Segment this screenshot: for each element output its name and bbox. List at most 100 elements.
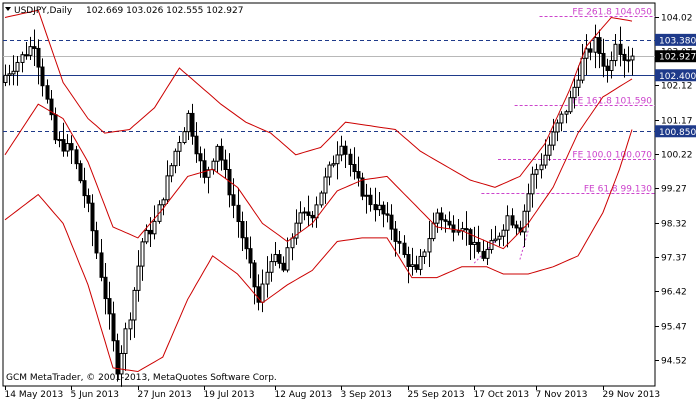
candle: [630, 47, 635, 76]
candle: [202, 148, 207, 184]
candle: [256, 274, 261, 311]
candle: [555, 119, 560, 142]
level-badge: [655, 69, 696, 82]
x-tick-label: 5 Jun 2013: [71, 390, 119, 400]
candle: [206, 166, 211, 194]
candle: [584, 34, 589, 76]
candle: [618, 26, 623, 67]
candle: [389, 204, 394, 241]
candle: [11, 55, 16, 86]
chart-header: USDJPY,Daily 102.669 103.026 102.555 102…: [5, 6, 243, 16]
candle: [61, 122, 66, 157]
candle: [57, 132, 62, 148]
candle: [418, 249, 423, 276]
candle: [568, 90, 573, 114]
candle: [285, 237, 290, 273]
candle: [173, 148, 178, 174]
candle: [464, 211, 469, 246]
y-tick-label: 94.52: [661, 357, 687, 367]
candle: [476, 225, 481, 254]
candle: [530, 166, 535, 208]
candle: [136, 250, 141, 302]
x-tick-label: 7 Nov 2013: [536, 390, 588, 400]
candle: [319, 190, 324, 208]
candle: [576, 65, 581, 97]
candle: [335, 141, 340, 180]
candle: [182, 127, 187, 145]
level-badge-text: 103.380: [659, 36, 696, 46]
candle: [406, 246, 411, 284]
candle: [327, 161, 332, 186]
candle: [86, 188, 91, 213]
candle: [65, 134, 70, 157]
candle: [526, 183, 531, 228]
candle: [140, 238, 145, 281]
candle: [564, 109, 569, 124]
candle: [161, 197, 166, 216]
candle: [410, 247, 415, 276]
candle: [32, 29, 37, 67]
candle: [194, 122, 199, 163]
candle: [152, 205, 157, 240]
candle: [82, 167, 87, 208]
candle: [294, 209, 299, 245]
header-triangle-icon: [5, 7, 11, 11]
candle: [78, 160, 83, 184]
candle: [489, 229, 494, 254]
candle: [15, 56, 20, 86]
candle: [572, 78, 577, 109]
x-tick-label: 25 Sep 2013: [408, 390, 465, 400]
candle: [397, 231, 402, 254]
candle: [310, 210, 315, 228]
candle: [20, 51, 25, 73]
candle: [94, 221, 99, 260]
y-tick-label: 97.37: [661, 254, 687, 264]
candle: [111, 301, 116, 352]
candle: [497, 232, 502, 247]
candle: [115, 333, 120, 382]
candle: [240, 211, 245, 251]
x-tick-label: 27 Jun 2013: [138, 390, 192, 400]
candle: [373, 187, 378, 222]
y-tick-label: 101.17: [661, 117, 693, 127]
candle: [343, 140, 348, 169]
candle: [368, 187, 373, 212]
fibonacci-levels: FE 261.8 104.050 FE 161.8 101.590 FE 100.0…: [473, 8, 655, 264]
candle: [485, 241, 490, 265]
y-tick-label: 99.27: [661, 185, 687, 195]
level-badge: [655, 125, 696, 138]
candle: [622, 48, 627, 78]
x-tick-label: 17 Oct 2013: [474, 390, 530, 400]
candle: [352, 147, 357, 180]
candle: [601, 38, 606, 78]
candle: [74, 145, 79, 170]
candle: [493, 225, 498, 243]
candle: [24, 41, 29, 60]
candle: [69, 135, 74, 164]
candle: [402, 235, 407, 258]
candle: [539, 153, 544, 179]
candle: [165, 160, 170, 204]
x-tick-label: 3 Sep 2013: [341, 390, 392, 400]
candle: [451, 215, 456, 242]
level-badge-text: 100.850: [659, 128, 696, 138]
candle: [281, 256, 286, 273]
candle: [7, 64, 12, 86]
candle: [36, 39, 41, 85]
candle: [360, 172, 365, 201]
current-price-badge: [655, 50, 696, 63]
candle: [609, 51, 614, 79]
candle: [377, 191, 382, 216]
candle: [323, 167, 328, 204]
candle: [248, 236, 253, 279]
candle: [103, 263, 108, 315]
bollinger-upper-band: [4, 9, 633, 188]
candle: [244, 221, 249, 260]
candle: [481, 239, 486, 262]
candle: [435, 208, 440, 233]
candle: [252, 259, 257, 305]
candle: [265, 256, 270, 298]
candle: [472, 226, 477, 259]
